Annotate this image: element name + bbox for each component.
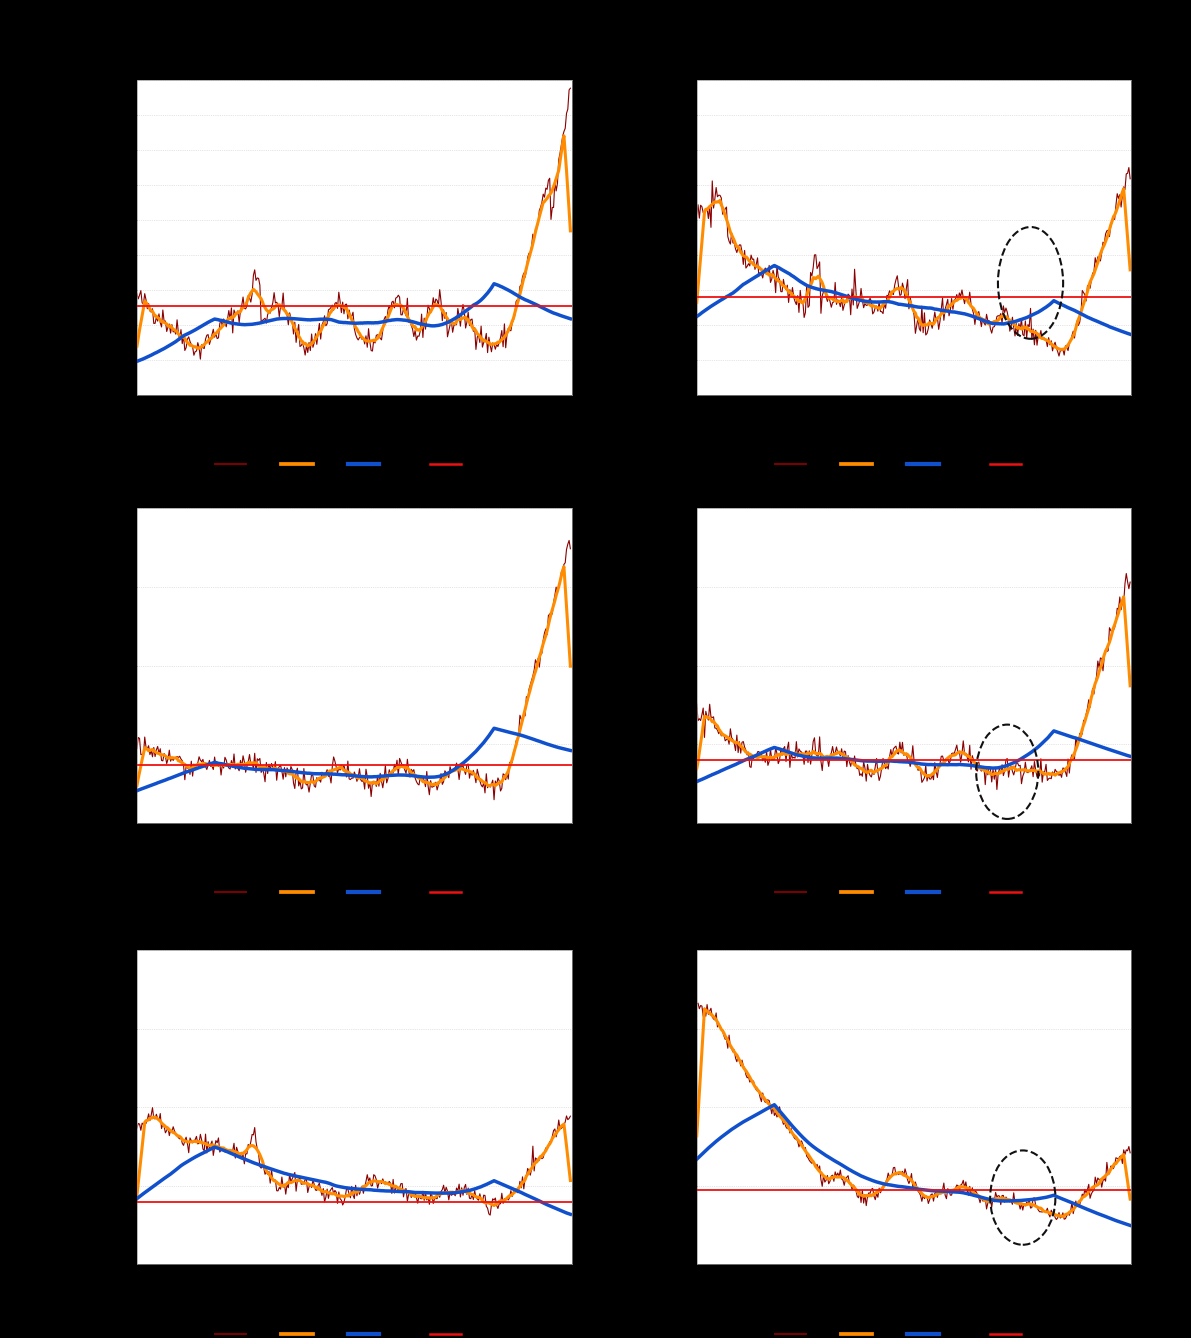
Legend: 月线, 年线, 10年线, 平均值: 月线, 年线, 10年线, 平均值 xyxy=(210,454,499,476)
Legend: 月线, 年线, 10年线, 平均值: 月线, 年线, 10年线, 平均值 xyxy=(769,1323,1059,1338)
Legend: 月线, 年线, 10年线, 平均值: 月线, 年线, 10年线, 平均值 xyxy=(210,882,499,904)
Legend: 月线, 年线, 10年线, 平均值: 月线, 年线, 10年线, 平均值 xyxy=(769,882,1059,904)
Legend: 月线, 年线, 10年线, 平均值: 月线, 年线, 10年线, 平均值 xyxy=(769,454,1059,476)
Legend: 月线, 年线, 10年线, 平均值: 月线, 年线, 10年线, 平均值 xyxy=(210,1323,499,1338)
